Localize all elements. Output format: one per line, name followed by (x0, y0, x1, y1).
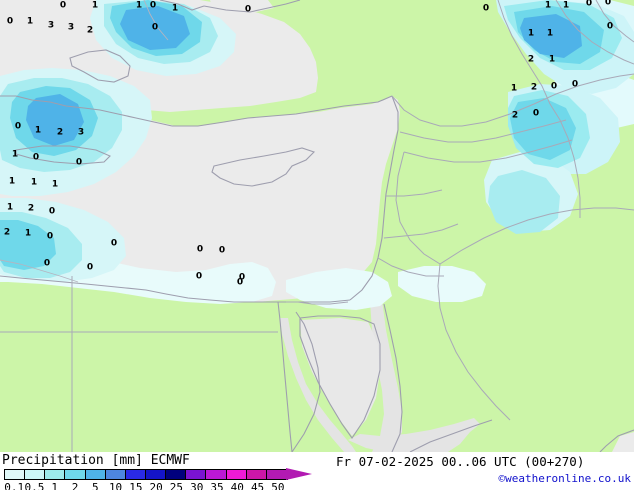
colorbar-tick-50: 50 (271, 481, 285, 490)
colorbar-tick-1: 1 (51, 481, 59, 490)
colorbar-tick-0p5: 0.5 (24, 481, 45, 490)
national-borders (0, 0, 634, 452)
legend-footer: Precipitation [mm] ECMWF Fr 07-02-2025 0… (0, 452, 634, 490)
colorbar-tick-25: 25 (169, 481, 184, 490)
colorbar-tick-2: 2 (71, 481, 79, 490)
colorbar-swatch-0p1 (5, 470, 26, 479)
colorbar-swatch-30 (186, 470, 207, 479)
colorbar-tick-0p1: 0.1 (4, 481, 25, 490)
precip-band-5 (26, 6, 582, 146)
colorbar-swatch-50 (266, 470, 287, 479)
legend-title: Precipitation [mm] ECMWF (2, 453, 190, 468)
colorbar-tick-30: 30 (190, 481, 204, 490)
colorbar-tick-20: 20 (149, 481, 163, 490)
colorbar-container[interactable]: 0.1 0.5 1 2 5 10 15 20 25 30 35 40 45 50 (4, 468, 314, 490)
colorbar-tick-10: 10 (108, 481, 123, 490)
colorbar-swatch-2 (65, 470, 86, 479)
colorbar-tick-labels: 0.1 0.5 1 2 5 10 15 20 25 30 35 40 45 50 (4, 481, 324, 490)
secondary-borders (0, 0, 169, 283)
copyright-link[interactable]: ©weatheronline.co.uk (498, 472, 631, 485)
colorbar-swatch-0p5 (25, 470, 46, 479)
colorbar-swatch-15 (125, 470, 146, 479)
colorbar-tick-5: 5 (91, 481, 99, 490)
colorbar-swatch-20 (145, 470, 167, 479)
colorbar-swatch-5 (85, 470, 106, 479)
colorbar-swatch-1 (45, 470, 66, 479)
colorbar-swatch-45 (246, 470, 267, 479)
colorbar-tick-45: 45 (250, 481, 265, 490)
colorbar-swatch-40 (226, 470, 247, 479)
colorbar-swatch-35 (206, 470, 227, 479)
colorbar-overflow-arrow-icon (286, 468, 312, 480)
colorbar-tick-15: 15 (129, 481, 143, 490)
map-canvas (0, 0, 634, 452)
colorbar-tick-35: 35 (210, 481, 224, 490)
colorbar[interactable] (4, 469, 288, 480)
colorbar-swatch-25 (166, 470, 187, 479)
forecast-datestamp: Fr 07-02-2025 00..06 UTC (00+270) (336, 454, 585, 469)
colorbar-tick-40: 40 (230, 481, 244, 490)
colorbar-swatch-10 (105, 470, 126, 479)
